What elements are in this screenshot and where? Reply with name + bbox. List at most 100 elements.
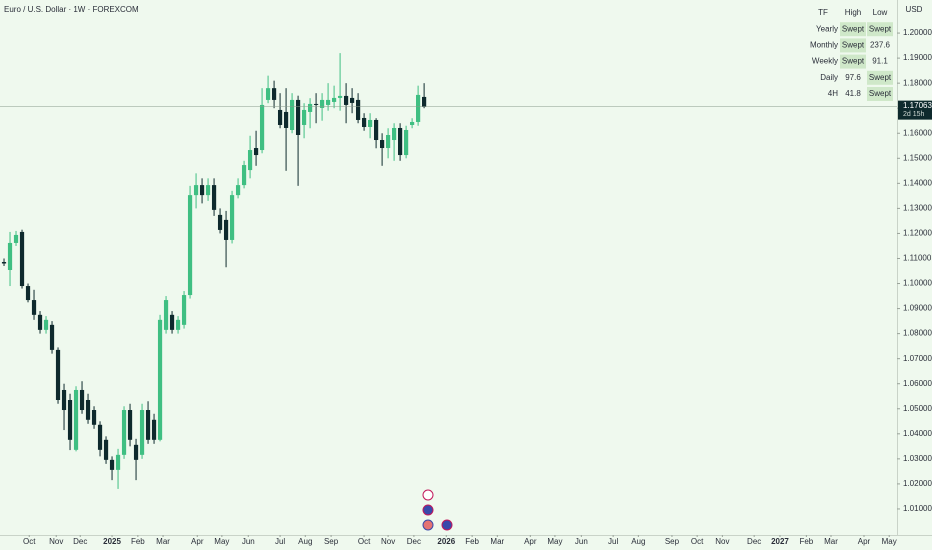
x-tick-label: Mar bbox=[490, 537, 504, 546]
y-tick-label: 1.18000 bbox=[903, 78, 932, 87]
table-cell: Swept bbox=[869, 24, 892, 33]
y-tick-label: 1.13000 bbox=[903, 203, 932, 212]
event-icon bbox=[441, 519, 453, 531]
x-tick-label: Apr bbox=[858, 537, 871, 546]
table-cell: Weekly bbox=[812, 57, 838, 66]
candle-body bbox=[79, 389, 85, 411]
x-tick-label: May bbox=[882, 537, 897, 546]
x-tick-label: Dec bbox=[73, 537, 87, 546]
candle-body bbox=[361, 117, 367, 127]
x-tick-label: Nov bbox=[49, 537, 63, 546]
event-icon bbox=[422, 489, 434, 501]
candle-body bbox=[1, 261, 7, 264]
x-tick-label: Feb bbox=[131, 537, 145, 546]
candle-body bbox=[37, 314, 43, 330]
x-tick-label: 2026 bbox=[437, 537, 455, 546]
table-cell-bg bbox=[840, 54, 866, 69]
candle-body bbox=[115, 454, 121, 470]
x-tick-label: Apr bbox=[191, 537, 204, 546]
candle-body bbox=[241, 165, 247, 186]
candle-body bbox=[289, 99, 295, 130]
candle-body bbox=[127, 410, 133, 440]
candle-body bbox=[217, 214, 223, 230]
candle-body bbox=[271, 88, 277, 100]
x-tick-label: Nov bbox=[381, 537, 395, 546]
x-tick-label: Aug bbox=[631, 537, 645, 546]
x-tick-label: Nov bbox=[715, 537, 729, 546]
x-tick-label: Feb bbox=[465, 537, 479, 546]
candle-body bbox=[199, 185, 205, 196]
table-cell-bg bbox=[840, 22, 866, 37]
candle-body bbox=[331, 97, 337, 102]
candle-body bbox=[181, 295, 187, 325]
x-tick-label: 2025 bbox=[103, 537, 121, 546]
x-tick-label: 2027 bbox=[771, 537, 789, 546]
candle-body bbox=[259, 104, 265, 151]
candle-body bbox=[169, 314, 175, 330]
candle-body bbox=[422, 96, 427, 107]
x-tick-label: May bbox=[547, 537, 562, 546]
y-tick-label: 1.14000 bbox=[903, 178, 932, 187]
y-tick-label: 1.12000 bbox=[903, 229, 932, 238]
table-cell-bg bbox=[867, 22, 893, 37]
candle-body bbox=[337, 95, 343, 98]
candle-body bbox=[391, 127, 397, 141]
table-cell: Swept bbox=[869, 73, 892, 82]
candle-body bbox=[109, 459, 115, 470]
y-tick-label: 1.15000 bbox=[903, 153, 932, 162]
candle-body bbox=[85, 399, 91, 420]
currency-label: USD bbox=[906, 5, 923, 14]
y-tick-label: 1.07000 bbox=[903, 354, 932, 363]
candle-body bbox=[229, 195, 235, 240]
candle-body bbox=[157, 319, 163, 440]
candle-body bbox=[61, 389, 67, 411]
candle-body bbox=[67, 399, 73, 440]
x-tick-label: Mar bbox=[824, 537, 838, 546]
y-tick-label: 1.01000 bbox=[903, 504, 932, 513]
y-tick-label: 1.05000 bbox=[903, 404, 932, 413]
x-tick-label: Jun bbox=[242, 537, 255, 546]
candle-body bbox=[163, 300, 169, 330]
table-cell: 237.6 bbox=[870, 41, 891, 50]
candle-body bbox=[103, 439, 109, 460]
table-cell: Yearly bbox=[816, 24, 838, 33]
y-tick-label: 1.04000 bbox=[903, 429, 932, 438]
x-tick-label: Sep bbox=[324, 537, 339, 546]
x-tick-label: Jul bbox=[608, 537, 618, 546]
candles bbox=[1, 53, 427, 489]
candle-body bbox=[31, 300, 37, 315]
candle-body bbox=[97, 424, 103, 450]
candle-body bbox=[367, 119, 373, 127]
y-tick-label: 1.02000 bbox=[903, 479, 932, 488]
candle-body bbox=[205, 185, 211, 196]
candle-body bbox=[313, 103, 319, 105]
x-tick-label: Jun bbox=[575, 537, 588, 546]
table-cell-bg bbox=[867, 87, 893, 101]
candle-body bbox=[133, 444, 139, 460]
candle-body bbox=[379, 140, 385, 149]
last-price-box bbox=[898, 100, 932, 120]
candle-body bbox=[175, 319, 181, 330]
event-icon bbox=[422, 504, 434, 516]
x-tick-label: Dec bbox=[407, 537, 421, 546]
candle-body bbox=[355, 99, 361, 120]
table-header: High bbox=[845, 8, 861, 17]
y-tick-label: 1.19000 bbox=[903, 53, 932, 62]
candle-body bbox=[193, 185, 199, 196]
table-cell: Swept bbox=[842, 57, 865, 66]
candle-body bbox=[43, 319, 49, 330]
candle-body bbox=[277, 109, 283, 125]
table-header: TF bbox=[818, 8, 828, 17]
y-tick-label: 1.08000 bbox=[903, 329, 932, 338]
candle-body bbox=[91, 410, 97, 425]
candle-body bbox=[121, 410, 127, 455]
candle-body bbox=[319, 99, 325, 108]
candle-body bbox=[307, 103, 313, 112]
y-tick-label: 1.09000 bbox=[903, 304, 932, 313]
candle-body bbox=[13, 234, 19, 243]
x-tick-label: Dec bbox=[747, 537, 761, 546]
candle-body bbox=[410, 121, 415, 125]
candle-body bbox=[343, 95, 349, 105]
candle-body bbox=[301, 109, 307, 125]
